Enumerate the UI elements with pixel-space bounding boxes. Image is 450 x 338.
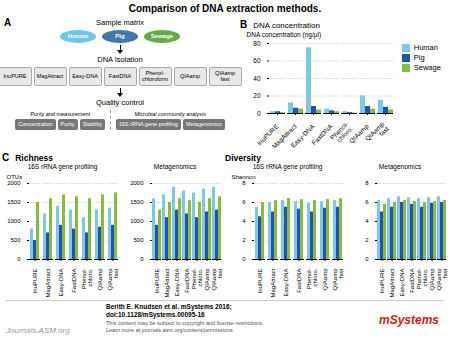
svg-text:Phenol-chloro.: Phenol-chloro. <box>191 268 203 289</box>
svg-text:500: 500 <box>10 237 21 243</box>
svg-text:InuPURE: InuPURE <box>379 269 385 294</box>
svg-text:Easy-DNA: Easy-DNA <box>58 269 64 297</box>
svg-text:MagAttract: MagAttract <box>45 268 51 297</box>
svg-text:6: 6 <box>242 199 246 205</box>
svg-text:0: 0 <box>140 256 144 262</box>
svg-text:2: 2 <box>365 237 369 243</box>
svg-text:8: 8 <box>242 180 246 186</box>
svg-text:4: 4 <box>242 218 246 224</box>
svg-text:Easy-DNA: Easy-DNA <box>289 122 317 150</box>
svg-text:1000: 1000 <box>7 218 21 224</box>
svg-text:InuPURE: InuPURE <box>257 269 263 294</box>
svg-text:2000: 2000 <box>130 180 144 186</box>
svg-text:FastDNA: FastDNA <box>71 269 77 293</box>
svg-text:0: 0 <box>257 110 261 117</box>
svg-text:Shannon: Shannon <box>232 174 256 180</box>
svg-text:MagAttract: MagAttract <box>164 268 170 297</box>
svg-text:DNA concentration (ng/μl): DNA concentration (ng/μl) <box>247 31 322 39</box>
svg-text:InuPURE: InuPURE <box>32 269 38 294</box>
svg-text:8: 8 <box>365 180 369 186</box>
svg-text:Easy-DNA: Easy-DNA <box>283 269 289 297</box>
svg-text:QIAamp: QIAamp <box>429 268 435 291</box>
svg-text:QIAampfast: QIAampfast <box>107 268 119 291</box>
svg-text:Easy-DNA: Easy-DNA <box>174 269 180 297</box>
svg-text:InuPURE: InuPURE <box>154 269 160 294</box>
svg-text:0: 0 <box>242 256 246 262</box>
svg-text:FastDNA: FastDNA <box>296 269 302 293</box>
svg-text:FastDNA: FastDNA <box>184 269 190 293</box>
svg-text:0: 0 <box>17 256 21 262</box>
svg-text:QIAamp: QIAamp <box>204 268 210 291</box>
svg-text:4: 4 <box>365 218 369 224</box>
svg-text:20: 20 <box>253 92 261 99</box>
svg-text:Phenol-chloro.: Phenol-chloro. <box>306 268 318 289</box>
svg-text:Phenol-chloro.: Phenol-chloro. <box>81 268 93 289</box>
svg-text:Easy-DNA: Easy-DNA <box>399 269 405 297</box>
svg-text:6: 6 <box>365 199 369 205</box>
svg-text:QIAampfast: QIAampfast <box>364 120 391 147</box>
svg-text:0: 0 <box>365 256 369 262</box>
svg-text:2000: 2000 <box>7 180 21 186</box>
svg-text:FastDNA: FastDNA <box>409 269 415 293</box>
svg-text:OTUs: OTUs <box>7 174 23 180</box>
svg-text:80: 80 <box>253 40 261 47</box>
svg-text:1500: 1500 <box>130 199 144 205</box>
svg-text:1000: 1000 <box>130 218 144 224</box>
svg-text:MagAttract: MagAttract <box>389 268 395 297</box>
svg-text:1500: 1500 <box>7 199 21 205</box>
svg-text:MagAttract: MagAttract <box>270 268 276 297</box>
svg-text:QIAampfast: QIAampfast <box>332 268 344 291</box>
svg-text:QIAampfast: QIAampfast <box>436 268 448 291</box>
svg-text:500: 500 <box>133 237 144 243</box>
svg-text:2: 2 <box>242 237 246 243</box>
svg-text:QIAamp: QIAamp <box>97 268 103 291</box>
svg-text:QIAamp: QIAamp <box>322 268 328 291</box>
svg-text:60: 60 <box>253 57 261 64</box>
svg-text:QIAampfast: QIAampfast <box>211 268 223 291</box>
svg-text:40: 40 <box>253 75 261 82</box>
svg-text:Phenol-chloro.: Phenol-chloro. <box>416 268 428 289</box>
